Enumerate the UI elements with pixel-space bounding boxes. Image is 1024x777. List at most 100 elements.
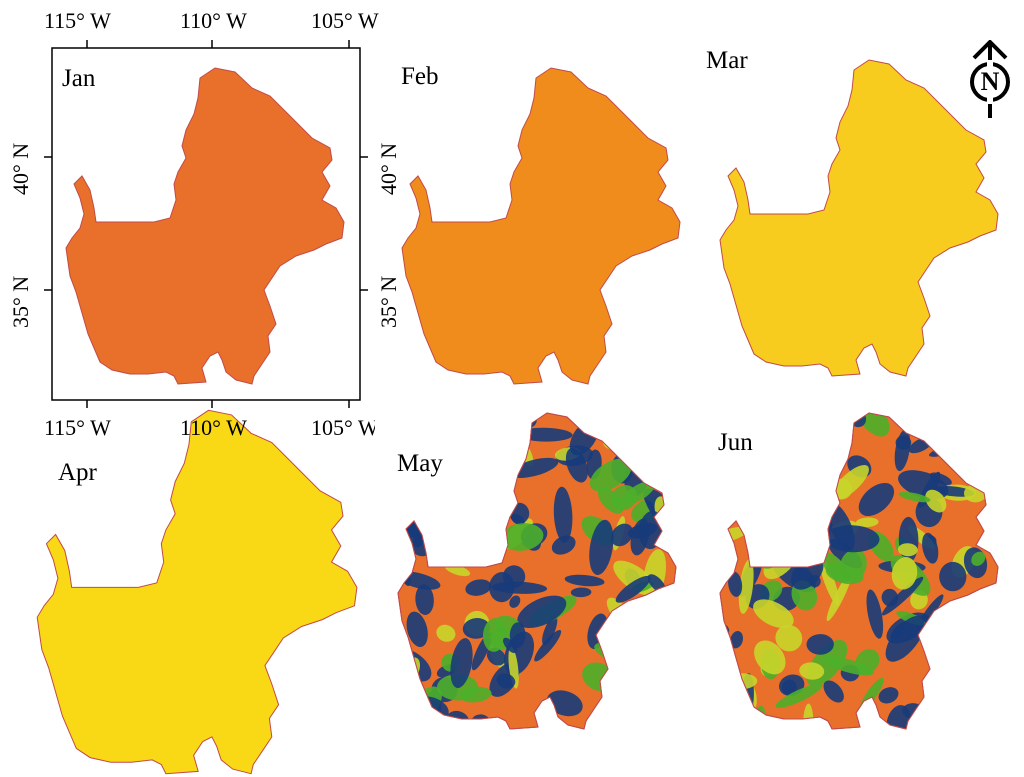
- mottle-patch: [638, 600, 664, 619]
- mottle-patch: [822, 656, 874, 676]
- outline-jun: [719, 412, 999, 730]
- mottle-patch: [542, 615, 558, 646]
- mottle-patch: [898, 543, 918, 557]
- mottle-patch: [615, 575, 651, 603]
- mottle-patch: [855, 517, 879, 528]
- mottle-patch: [985, 593, 998, 625]
- mottle-patch: [565, 447, 588, 483]
- mottle-patch: [758, 442, 783, 460]
- mottle-patch: [490, 417, 514, 429]
- mottle-patch: [934, 662, 962, 693]
- mottle-patch: [656, 636, 676, 660]
- mottle-patch: [775, 624, 803, 652]
- mottle-patch: [738, 559, 754, 614]
- mottle-patch: [406, 721, 446, 729]
- panel-label-mar: Mar: [706, 47, 748, 74]
- mottle-patch: [589, 458, 632, 492]
- mottle-patch: [496, 673, 516, 689]
- mottle-patch: [858, 482, 895, 517]
- region-feb: [401, 67, 681, 385]
- mottle-patch: [806, 634, 834, 655]
- mottle-patch: [589, 519, 614, 576]
- right-lat-tick-35n: 35° N: [376, 275, 401, 328]
- mottle-patch: [972, 691, 983, 706]
- mottle-patch: [948, 681, 963, 696]
- region-mar: [719, 59, 999, 377]
- bottom-lon-tick-105w: 105° W: [311, 417, 375, 439]
- mottle-patch: [808, 575, 821, 588]
- mottle-patch: [728, 571, 743, 597]
- mottle-patch: [482, 618, 507, 652]
- mottle-patch: [826, 571, 852, 622]
- mottle-patch: [511, 514, 525, 526]
- mottle-patch: [465, 579, 492, 596]
- mottle-patch: [855, 413, 890, 437]
- mottle-patch: [891, 557, 918, 590]
- mottle-patch: [753, 599, 794, 629]
- region-apr: [36, 409, 358, 775]
- top-lon-tick-115w: 115° W: [44, 8, 111, 33]
- mottle-patch: [467, 449, 482, 470]
- mottle-patch: [783, 456, 809, 477]
- region-jan: [65, 67, 345, 385]
- mottle-patch: [978, 434, 998, 461]
- mottle-patch: [611, 485, 638, 511]
- mottle-patch: [668, 432, 676, 469]
- mottle-patch: [617, 630, 651, 676]
- mottle-patch: [832, 464, 869, 500]
- mottle-patch: [929, 439, 975, 457]
- mottle-patch: [400, 700, 413, 729]
- mottle-patch: [971, 551, 986, 566]
- mottle-patch: [606, 691, 635, 729]
- mottle-patch: [823, 680, 844, 703]
- mottle-patch: [438, 515, 468, 530]
- bottom-lon-tick-115w: 115° W: [44, 415, 111, 440]
- panel-label-apr: Apr: [58, 459, 97, 486]
- mottle-patch: [978, 699, 998, 729]
- mottle-patch: [620, 719, 660, 729]
- mottle-patch: [799, 662, 825, 680]
- mottle-patch: [878, 687, 899, 704]
- mottle-patch: [486, 647, 506, 666]
- mottle-patch: [632, 722, 645, 729]
- mottle-patch: [775, 507, 795, 540]
- mottle-patch: [503, 637, 517, 654]
- right-lat-tick-40n: 40° N: [376, 142, 401, 195]
- mottle-patch: [625, 436, 654, 464]
- mottle-patch: [824, 525, 880, 553]
- mottle-patch: [778, 545, 794, 568]
- mottle-patch: [866, 589, 884, 639]
- mottle-patch: [964, 413, 987, 436]
- mottle-patch: [894, 429, 911, 472]
- top-lon-tick-110w: 110° W: [180, 8, 247, 33]
- mottle-patch: [468, 422, 513, 439]
- top-lon-tick-105w: 105° W: [311, 8, 379, 33]
- mottle-patch: [617, 644, 627, 662]
- left-lat-tick-35n: 35° N: [8, 275, 33, 328]
- mottle-patch: [756, 413, 783, 431]
- mottle-patch: [750, 487, 776, 512]
- mottle-patch: [428, 500, 454, 511]
- mottle-patch: [510, 457, 559, 478]
- mottle-patch: [509, 622, 526, 648]
- mottle-patch: [991, 413, 998, 432]
- mottle-patch: [881, 576, 924, 616]
- panel-label-feb: Feb: [401, 63, 439, 90]
- panel-label-may: May: [397, 450, 443, 477]
- mottle-patch: [406, 611, 428, 648]
- mottle-patch: [534, 629, 562, 662]
- mottle-patch: [641, 637, 664, 661]
- mottle-patch: [939, 561, 967, 592]
- mottle-patch: [820, 551, 850, 583]
- mottle-patch: [471, 524, 501, 547]
- mottle-patch: [898, 491, 931, 503]
- mottle-patch: [995, 548, 998, 561]
- mottle-patch: [772, 432, 798, 459]
- mottle-patch: [398, 420, 442, 441]
- mottle-patch: [643, 626, 668, 654]
- mottle-patch: [938, 688, 963, 727]
- mottle-patch: [551, 535, 576, 555]
- mottle-patch: [472, 430, 488, 452]
- mottle-patch: [415, 584, 434, 615]
- mottle-patch: [458, 524, 479, 544]
